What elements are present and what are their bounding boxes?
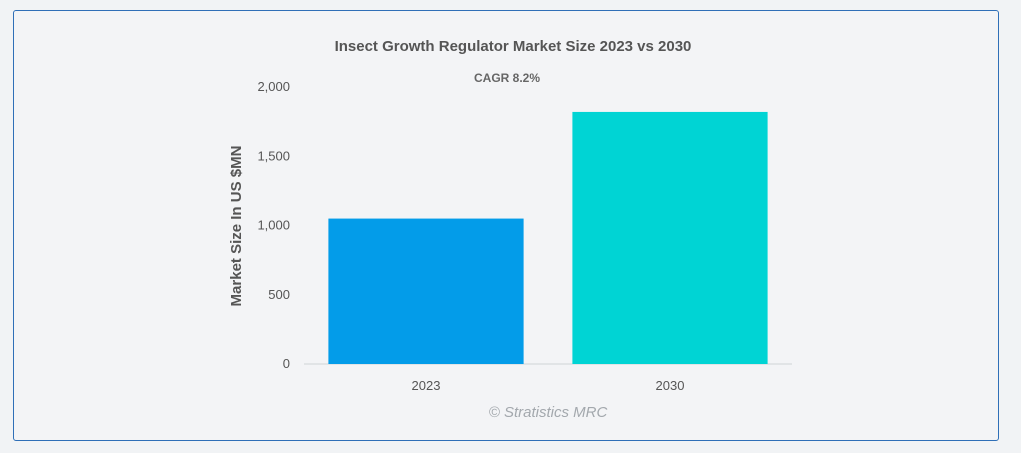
x-tick-label: 2023: [412, 378, 441, 393]
bar-2030: [572, 111, 768, 365]
y-tick-label: 0: [283, 356, 290, 371]
y-axis-label: Market Size In US $MN: [228, 146, 245, 307]
x-tick-label: 2030: [656, 378, 685, 393]
bar-2023: [328, 218, 524, 364]
y-axis-ticks: 0 500 1,000 1,500 2,000: [257, 79, 290, 371]
y-tick-label: 1,000: [257, 218, 290, 233]
credit-text: © Stratistics MRC: [489, 404, 608, 421]
chart-title: Insect Growth Regulator Market Size 2023…: [335, 38, 692, 55]
bars: [328, 111, 768, 365]
y-tick-label: 2,000: [257, 79, 290, 94]
chart-subtitle: CAGR 8.2%: [474, 71, 540, 85]
y-tick-label: 1,500: [257, 148, 290, 163]
y-tick-label: 500: [268, 287, 290, 302]
x-axis-ticks: 2023 2030: [412, 378, 685, 393]
